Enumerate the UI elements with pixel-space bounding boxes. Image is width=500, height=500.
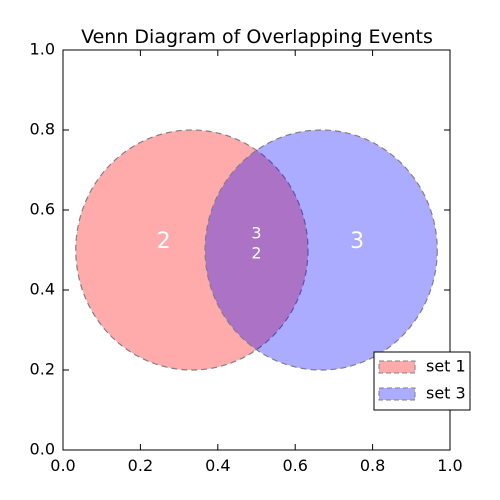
y-tick-label: 0.2: [30, 360, 55, 379]
y-tick-label: 0.4: [30, 280, 55, 299]
legend-label-2: set 3: [426, 384, 466, 403]
x-tick-label: 0.6: [282, 456, 307, 475]
chart-title: Venn Diagram of Overlapping Events: [81, 26, 433, 48]
venn-set-circle-2: [204, 129, 438, 371]
region-label-intersection-top: 3: [251, 224, 261, 243]
region-label-intersection-bottom: 2: [251, 244, 261, 263]
x-tick-label: 0.2: [128, 456, 153, 475]
region-label-set3-only: 3: [350, 229, 364, 254]
x-tick-label: 0.4: [205, 456, 230, 475]
x-tick-label: 1.0: [437, 456, 462, 475]
legend-swatch-1: [378, 360, 416, 374]
y-tick-label: 0.0: [30, 440, 55, 459]
y-tick-label: 0.6: [30, 200, 55, 219]
x-tick-label: 0.8: [360, 456, 385, 475]
plot-frame: [62, 49, 451, 451]
x-tick-label: 0.0: [50, 456, 75, 475]
legend-label-1: set 1: [426, 357, 466, 376]
y-tick-label: 1.0: [30, 40, 55, 59]
y-tick-label: 0.8: [30, 120, 55, 139]
venn-set-circle-1: [75, 129, 309, 371]
legend-swatch-2: [378, 387, 416, 401]
region-label-set1-only: 2: [157, 229, 171, 254]
